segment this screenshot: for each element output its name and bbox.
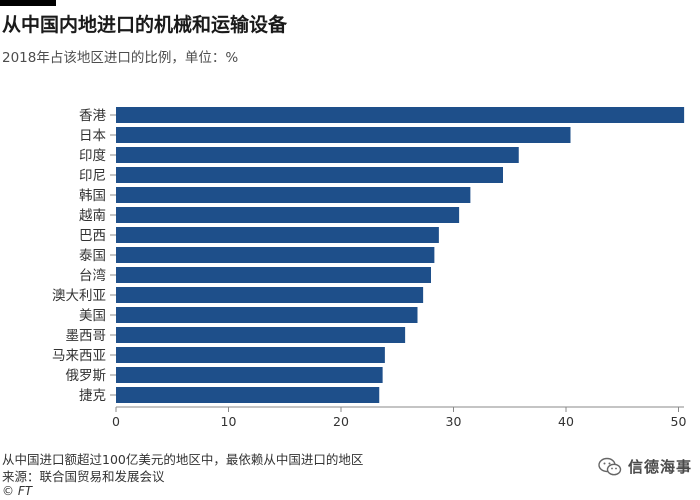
bar-5	[116, 207, 460, 223]
watermark: 信德海事	[598, 456, 692, 477]
top-rule	[0, 0, 56, 6]
bar-1	[116, 127, 571, 143]
bar-0	[116, 107, 685, 123]
chart-title: 从中国内地进口的机械和运输设备	[2, 14, 288, 36]
category-label: 日本	[79, 128, 106, 144]
x-tick-label: 40	[558, 414, 574, 429]
category-label: 美国	[79, 308, 106, 324]
category-label: 香港	[79, 108, 106, 124]
category-label: 印度	[79, 148, 106, 164]
source-note: 来源：联合国贸易和发展会议	[2, 469, 165, 484]
bar-6	[116, 227, 439, 243]
category-label: 马来西亚	[52, 348, 106, 364]
category-label: 巴西	[79, 228, 106, 244]
x-tick-label: 0	[112, 414, 120, 429]
x-tick-label: 50	[671, 414, 687, 429]
category-label: 墨西哥	[66, 328, 107, 344]
bar-7	[116, 247, 435, 263]
watermark-text: 信德海事	[627, 458, 692, 476]
bar-14	[116, 387, 380, 403]
bar-9	[116, 287, 424, 303]
bar-2	[116, 147, 519, 163]
category-label: 韩国	[79, 188, 106, 204]
x-tick-label: 20	[333, 414, 349, 429]
category-label: 台湾	[79, 267, 106, 284]
bar-8	[116, 267, 431, 283]
ft-credit: © FT	[2, 484, 33, 498]
footnote: 从中国进口额超过100亿美元的地区中，最依赖从中国进口的地区	[2, 452, 364, 467]
bar-12	[116, 347, 385, 363]
category-label: 澳大利亚	[52, 288, 106, 304]
category-label: 俄罗斯	[66, 368, 107, 384]
x-tick-label: 10	[221, 414, 237, 429]
category-label: 印尼	[79, 168, 106, 184]
bar-3	[116, 167, 503, 183]
bar-13	[116, 367, 383, 383]
bar-4	[116, 187, 471, 203]
wechat-icon	[598, 457, 622, 477]
bar-10	[116, 307, 418, 323]
chart-subtitle: 2018年占该地区进口的比例，单位：%	[2, 50, 239, 66]
category-label: 越南	[79, 208, 106, 224]
bar-11	[116, 327, 406, 343]
x-tick-label: 30	[446, 414, 462, 429]
category-label: 泰国	[79, 248, 106, 264]
category-label: 捷克	[79, 388, 106, 404]
